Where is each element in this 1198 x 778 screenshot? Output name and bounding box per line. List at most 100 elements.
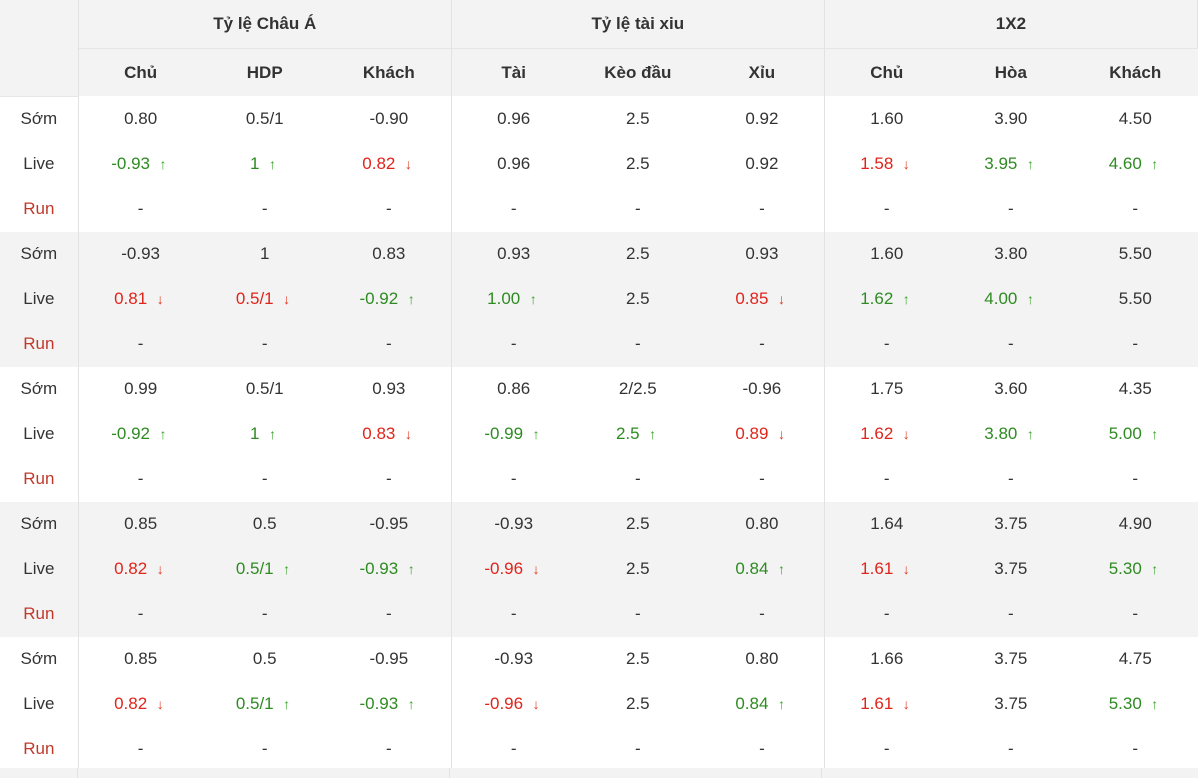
odds-value: -0.93 [494, 649, 534, 668]
row-label-early: Sớm [0, 501, 79, 547]
odds-row-run: Run - - - - - - - - - [0, 591, 1198, 637]
arrow-up-icon [280, 561, 294, 577]
row-label-run: Run [0, 321, 79, 367]
corner-cell [0, 0, 79, 97]
odds-value: - [883, 604, 890, 623]
odds-cell-1x2-away: - [1073, 591, 1198, 637]
row-label-early: Sớm [0, 96, 79, 142]
arrow-up-icon [1148, 561, 1162, 577]
odds-value: - [759, 199, 765, 218]
odds-value: - [1132, 199, 1139, 218]
odds-row-early: Sớm 0.80 0.5/1 -0.90 0.96 2.5 0.92 1.60 3.90 4.50 [0, 96, 1198, 142]
odds-cell-ah-away: 0.83 [326, 231, 452, 277]
odds-cell-ou-line: 2.5 [575, 546, 700, 592]
odds-cell-ou-under: - [699, 591, 825, 637]
odds-value: - [137, 199, 144, 218]
odds-cell-ou-under: 0.89 [699, 411, 825, 457]
odds-value: 1.61 [860, 559, 894, 578]
odds-cell-ah-away: -0.93 [326, 546, 452, 592]
odds-value: 2.5 [625, 289, 650, 308]
odds-value: - [510, 199, 517, 218]
odds-cell-1x2-draw: - [949, 457, 1073, 502]
odds-cell-ou-line: 2/2.5 [576, 367, 700, 412]
odds-cell-1x2-draw: - [948, 591, 1074, 637]
odds-value: - [261, 604, 268, 623]
odds-value: - [386, 334, 392, 353]
odds-value: 0.86 [497, 379, 531, 398]
arrow-down-icon [401, 156, 415, 172]
odds-value: - [510, 334, 517, 353]
odds-cell-1x2-away: - [1073, 187, 1197, 232]
row-label-run: Run [0, 726, 79, 772]
odds-value: - [386, 604, 392, 623]
odds-cell-ou-under: - [699, 456, 825, 502]
odds-cell-1x2-away: 4.90 [1073, 501, 1198, 547]
odds-cell-ou-under: 0.84 [699, 681, 825, 727]
odds-value: 1.64 [870, 514, 904, 533]
odds-value: 4.00 [984, 289, 1018, 308]
odds-cell-ah-hdp: 1 [203, 142, 327, 187]
row-label-early: Sớm [0, 231, 79, 277]
arrow-up-icon [404, 696, 418, 712]
odds-cell-ou-under: 0.84 [699, 546, 825, 592]
odds-cell-1x2-home: 1.60 [824, 96, 948, 142]
odds-cell-ou-over: 0.96 [451, 142, 575, 187]
odds-block: Sớm 0.99 0.5/1 0.93 0.86 2/2.5 -0.96 1.75 3.60 4.… [0, 366, 1198, 502]
odds-value: 0.85 [124, 649, 158, 668]
odds-cell-1x2-home: 1.75 [824, 367, 948, 412]
odds-value: 3.60 [994, 379, 1028, 398]
odds-value: - [510, 739, 517, 758]
odds-value: - [883, 739, 890, 758]
odds-value: 0.80 [745, 514, 779, 533]
odds-row-run: Run - - - - - - - - - [0, 321, 1198, 367]
odds-value: 0.83 [362, 424, 396, 443]
odds-value: 1.58 [860, 154, 894, 173]
odds-cell-1x2-home: 1.66 [824, 637, 948, 682]
odds-value: 3.80 [984, 424, 1018, 443]
arrow-up-icon [899, 291, 913, 307]
arrow-down-icon [899, 426, 913, 442]
odds-cell-ou-under: - [699, 321, 825, 367]
odds-value: 5.00 [1108, 424, 1142, 443]
arrow-up-icon [529, 426, 543, 442]
odds-value: 5.30 [1108, 694, 1142, 713]
odds-value: 3.75 [994, 559, 1028, 578]
column-header-ah-hdp: HDP [202, 48, 327, 96]
odds-value: 0.5 [252, 514, 277, 533]
column-header-1x2-draw: Hòa [948, 48, 1074, 96]
odds-value: -0.99 [484, 424, 524, 443]
odds-cell-1x2-away: 4.35 [1073, 367, 1197, 412]
arrow-up-icon [1023, 291, 1037, 307]
odds-value: -0.92 [359, 289, 399, 308]
odds-cell-ah-home: -0.92 [78, 412, 202, 457]
odds-value: 0.96 [497, 108, 531, 128]
odds-cell-ah-away: -0.93 [326, 681, 452, 727]
row-label-live: Live [0, 276, 79, 322]
odds-cell-ou-under: 0.92 [699, 141, 825, 187]
odds-value: - [1132, 739, 1139, 758]
odds-cell-ou-over: -0.96 [451, 682, 575, 727]
odds-cell-1x2-home: 1.58 [824, 142, 948, 187]
odds-cell-1x2-home: - [824, 187, 948, 232]
odds-value: 0.85 [735, 289, 769, 308]
arrow-down-icon [529, 561, 543, 577]
odds-value: - [1132, 334, 1139, 353]
odds-value: 1.66 [870, 649, 904, 668]
row-label-run: Run [0, 456, 79, 502]
odds-cell-1x2-draw: 3.75 [949, 682, 1073, 727]
odds-value: 1.60 [870, 244, 904, 263]
odds-cell-ah-home: - [78, 187, 202, 232]
odds-cell-ou-over: -0.99 [451, 412, 575, 457]
odds-value: -0.92 [111, 424, 151, 443]
odds-value: -0.96 [484, 694, 524, 713]
odds-value: 0.96 [497, 154, 531, 173]
odds-value: 0.92 [745, 154, 779, 173]
arrow-up-icon [646, 426, 660, 442]
row-label-early: Sớm [0, 366, 79, 412]
odds-value: -0.93 [359, 694, 399, 713]
odds-cell-ah-away: - [326, 726, 452, 772]
odds-cell-1x2-draw: 3.80 [949, 412, 1073, 457]
odds-value: 5.50 [1118, 244, 1152, 263]
odds-value: 1 [250, 424, 260, 443]
odds-value: - [1132, 604, 1139, 623]
